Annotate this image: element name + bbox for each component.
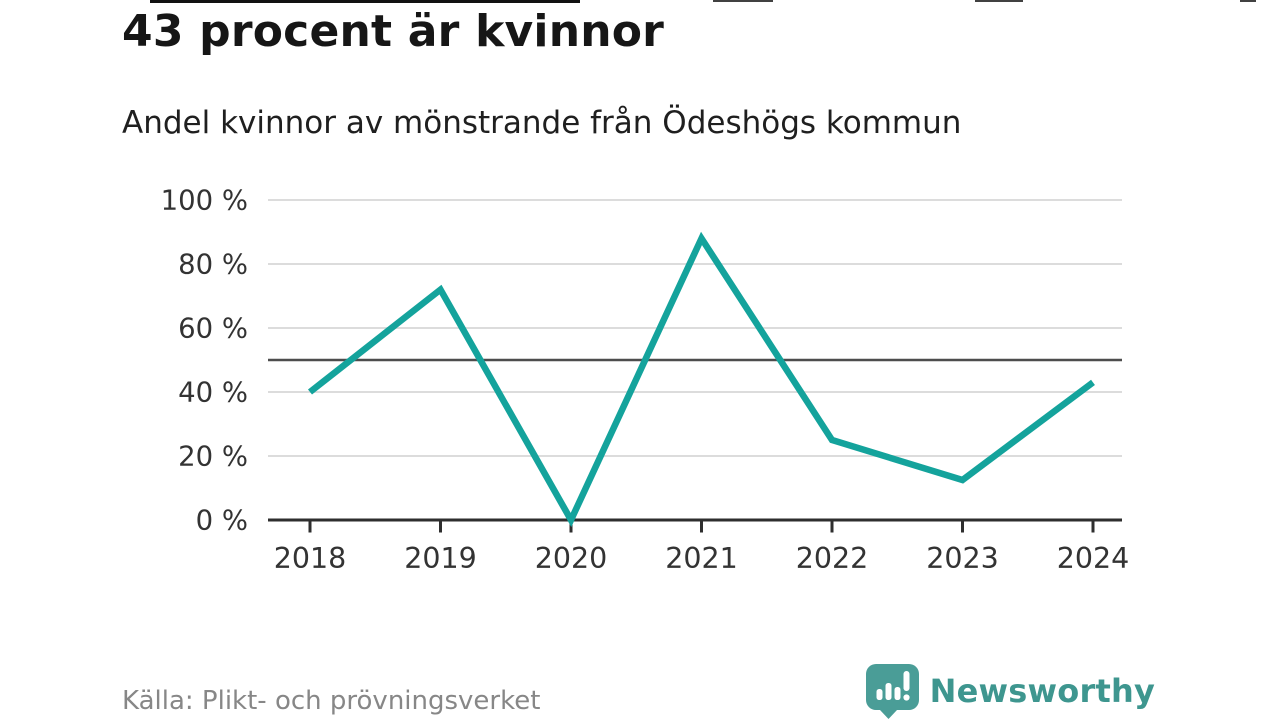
top-crop-sliver [713, 0, 773, 2]
brand-logo: Newsworthy [865, 663, 1155, 719]
data-line [307, 231, 1095, 528]
top-crop-sliver [150, 0, 580, 3]
x-tick-label: 2023 [926, 542, 999, 575]
source-note: Källa: Plikt- och prövningsverket [122, 686, 541, 716]
y-tick-label: 20 % [178, 441, 248, 473]
x-tick-label: 2022 [796, 542, 869, 575]
top-crop-sliver [975, 0, 1023, 2]
newsworthy-logo-icon [865, 664, 919, 719]
x-tick-label: 2018 [274, 542, 347, 575]
x-tick-label: 2024 [1057, 542, 1130, 575]
y-tick-label: 60 % [178, 313, 248, 345]
brand-name: Newsworthy [929, 672, 1155, 710]
chart-subtitle: Andel kvinnor av mönstrande från Ödeshög… [122, 105, 962, 141]
page-title: 43 procent är kvinnor [122, 6, 665, 57]
y-tick-label: 40 % [178, 377, 248, 409]
y-tick-label: 0 % [196, 505, 248, 537]
y-tick-label: 100 % [161, 185, 248, 217]
y-tick-label: 80 % [178, 249, 248, 281]
x-tick-label: 2021 [665, 542, 738, 575]
x-tick-label: 2019 [404, 542, 477, 575]
top-crop-sliver [1240, 0, 1256, 2]
x-tick-label: 2020 [535, 542, 608, 575]
